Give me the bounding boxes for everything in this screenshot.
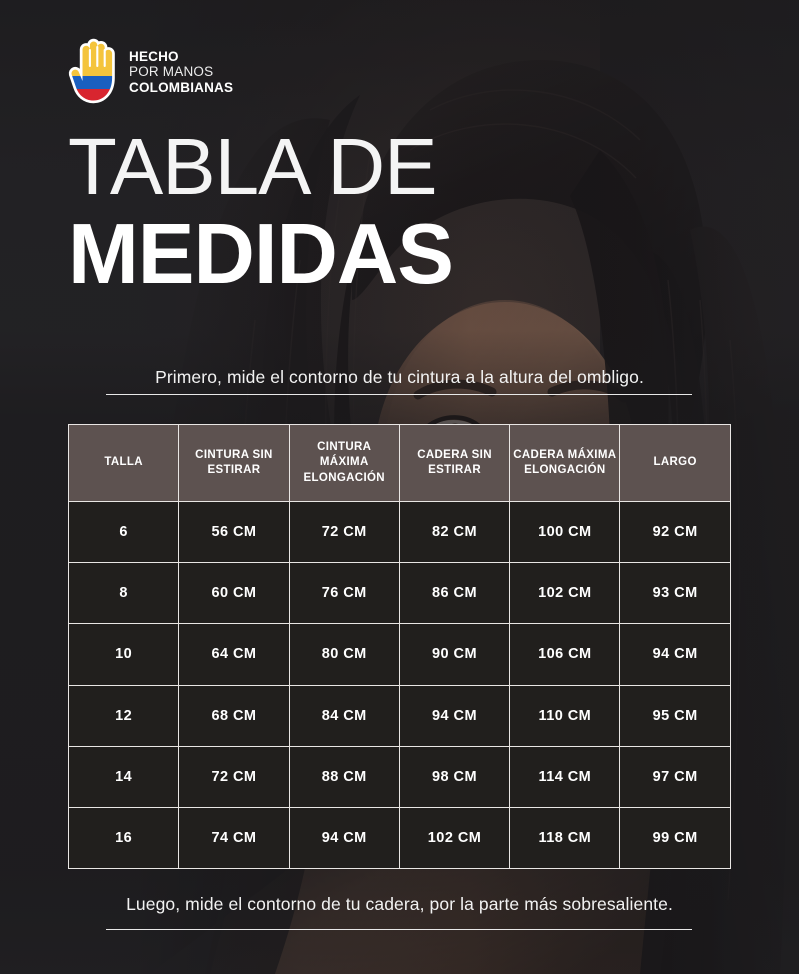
table-header: TALLA CINTURA SIN ESTIRAR CINTURA MÁXIMA… xyxy=(67,424,731,502)
cell-largo: 99 CM xyxy=(619,806,731,870)
cell-cadera-max: 100 CM xyxy=(509,500,621,564)
cell-talla: 8 xyxy=(67,562,180,625)
table-row: 12 68 CM 84 CM 94 CM 110 CM 95 CM xyxy=(67,684,731,747)
brand-logo-wordmark: HECHO POR MANOS COLOMBIANAS xyxy=(129,49,233,95)
column-header-cintura-sin-estirar: CINTURA SIN ESTIRAR xyxy=(178,424,290,502)
cell-cadera-max: 106 CM xyxy=(509,623,621,686)
table-row: 10 64 CM 80 CM 90 CM 106 CM 94 CM xyxy=(67,623,731,686)
instruction-hip: Luego, mide el contorno de tu cadera, po… xyxy=(126,894,673,914)
table-row: 14 72 CM 88 CM 98 CM 114 CM 97 CM xyxy=(67,745,731,808)
column-header-talla: TALLA xyxy=(67,424,180,502)
cell-cintura-sin: 74 CM xyxy=(178,806,290,870)
brand-line-3: COLOMBIANAS xyxy=(129,79,234,95)
table-body: 6 56 CM 72 CM 82 CM 100 CM 92 CM 8 60 CM… xyxy=(67,500,731,870)
cell-cadera-sin: 86 CM xyxy=(398,562,511,625)
column-header-cadera-maxima: CADERA MÁXIMA ELONGACIÓN xyxy=(509,424,621,502)
cell-cintura-max: 84 CM xyxy=(288,684,400,747)
instruction-waist: Primero, mide el contorno de tu cintura … xyxy=(155,367,644,387)
cell-cintura-sin: 60 CM xyxy=(178,562,290,625)
cell-largo: 92 CM xyxy=(619,500,731,564)
page-title-line-1: TABLA DE xyxy=(68,122,437,211)
cell-cadera-sin: 82 CM xyxy=(398,500,511,564)
cell-largo: 95 CM xyxy=(619,684,731,747)
table-row: 16 74 CM 94 CM 102 CM 118 CM 99 CM xyxy=(67,806,731,870)
cell-cadera-max: 110 CM xyxy=(509,684,621,747)
cell-cintura-max: 94 CM xyxy=(288,806,400,870)
column-header-cintura-maxima: CINTURA MÁXIMA ELONGACIÓN xyxy=(288,424,400,502)
cell-talla: 14 xyxy=(67,745,180,808)
table-row: 6 56 CM 72 CM 82 CM 100 CM 92 CM xyxy=(67,500,731,564)
cell-cadera-max: 102 CM xyxy=(509,562,621,625)
cell-cintura-max: 72 CM xyxy=(288,500,400,564)
divider-top xyxy=(106,394,692,396)
cell-cintura-sin: 72 CM xyxy=(178,745,290,808)
cell-talla: 10 xyxy=(67,623,180,686)
page-title-line-2: MEDIDAS xyxy=(68,207,454,303)
table-header-row: TALLA CINTURA SIN ESTIRAR CINTURA MÁXIMA… xyxy=(67,424,731,502)
cell-cintura-sin: 64 CM xyxy=(178,623,290,686)
colombian-hand-icon xyxy=(68,38,115,104)
cell-cadera-max: 114 CM xyxy=(509,745,621,808)
column-header-cadera-sin-estirar: CADERA SIN ESTIRAR xyxy=(398,424,511,502)
brand-line-2: POR MANOS xyxy=(129,64,214,80)
cell-cintura-max: 80 CM xyxy=(288,623,400,686)
column-header-largo: LARGO xyxy=(619,424,731,502)
cell-largo: 94 CM xyxy=(619,623,731,686)
table-row: 8 60 CM 76 CM 86 CM 102 CM 93 CM xyxy=(67,562,731,625)
cell-cintura-max: 88 CM xyxy=(288,745,400,808)
cell-cadera-max: 118 CM xyxy=(509,806,621,870)
cell-largo: 97 CM xyxy=(619,745,731,808)
cell-cadera-sin: 102 CM xyxy=(398,806,511,870)
brand-logo: HECHO POR MANOS COLOMBIANAS xyxy=(68,36,233,108)
cell-cadera-sin: 98 CM xyxy=(398,745,511,808)
size-measurements-table: TALLA CINTURA SIN ESTIRAR CINTURA MÁXIMA… xyxy=(67,424,731,870)
cell-largo: 93 CM xyxy=(619,562,731,625)
cell-talla: 12 xyxy=(67,684,180,747)
cell-cintura-sin: 56 CM xyxy=(178,500,290,564)
cell-talla: 6 xyxy=(67,500,180,564)
cell-talla: 16 xyxy=(67,806,180,870)
cell-cintura-sin: 68 CM xyxy=(178,684,290,747)
cell-cadera-sin: 90 CM xyxy=(398,623,511,686)
cell-cadera-sin: 94 CM xyxy=(398,684,511,747)
cell-cintura-max: 76 CM xyxy=(288,562,400,625)
brand-line-1: HECHO xyxy=(129,49,179,65)
divider-bottom xyxy=(106,929,692,931)
page-title: TABLA DE MEDIDAS xyxy=(68,122,454,303)
